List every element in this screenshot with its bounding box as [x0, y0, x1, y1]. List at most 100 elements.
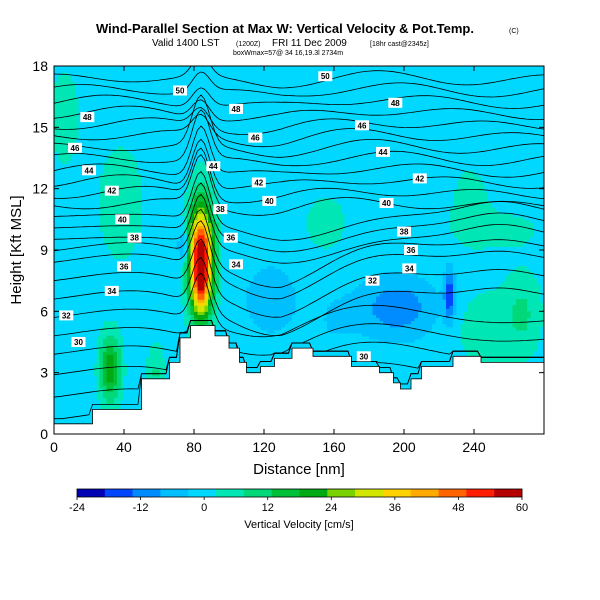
- w-cell: [99, 243, 104, 248]
- w-cell: [57, 280, 62, 285]
- w-cell: [92, 259, 97, 263]
- w-cell: [131, 81, 136, 85]
- w-cell: [68, 394, 73, 398]
- w-cell: [110, 384, 115, 389]
- w-cell: [68, 191, 73, 196]
- w-cell: [110, 363, 115, 368]
- w-cell: [117, 311, 122, 315]
- w-cell: [99, 231, 104, 236]
- w-cell: [131, 299, 136, 303]
- w-cell: [117, 87, 122, 92]
- w-cell: [61, 185, 66, 190]
- w-cell: [106, 268, 111, 273]
- w-cell: [110, 305, 115, 309]
- w-cell: [131, 326, 136, 331]
- w-cell: [134, 253, 139, 257]
- w-cell: [131, 115, 136, 119]
- w-cell: [96, 305, 101, 309]
- w-cell: [134, 381, 139, 386]
- w-cell: [103, 112, 108, 116]
- w-cell: [124, 289, 129, 294]
- w-cell: [57, 351, 62, 355]
- w-cell: [103, 299, 108, 303]
- w-cell: [75, 161, 80, 165]
- w-cell: [78, 253, 83, 257]
- w-cell: [89, 161, 94, 165]
- w-cell: [61, 391, 66, 395]
- w-cell: [61, 268, 66, 273]
- w-cell: [64, 400, 69, 404]
- w-cell: [110, 90, 115, 95]
- w-cell: [131, 286, 136, 291]
- w-cell: [117, 133, 122, 138]
- w-cell: [96, 105, 101, 110]
- w-cell: [82, 121, 87, 125]
- w-cell: [85, 308, 90, 312]
- w-cell: [124, 93, 129, 98]
- w-cell: [78, 234, 83, 239]
- w-cell: [131, 400, 136, 404]
- w-cell: [71, 210, 76, 214]
- w-cell: [106, 127, 111, 131]
- w-cell: [68, 200, 73, 205]
- w-cell: [138, 72, 143, 76]
- w-cell: [61, 200, 66, 205]
- w-cell: [117, 105, 122, 110]
- w-cell: [54, 329, 59, 334]
- w-cell: [61, 400, 66, 404]
- w-cell: [71, 326, 76, 331]
- w-cell: [82, 280, 87, 285]
- w-cell: [103, 256, 108, 260]
- w-cell: [82, 240, 87, 245]
- w-cell: [99, 78, 104, 82]
- w-cell: [57, 243, 62, 248]
- w-cell: [71, 403, 76, 407]
- w-cell: [113, 124, 118, 128]
- w-cell: [92, 299, 97, 303]
- w-cell: [120, 283, 125, 288]
- w-cell: [85, 345, 90, 349]
- w-cell: [89, 90, 94, 95]
- w-cell: [124, 112, 129, 116]
- w-cell: [68, 243, 73, 248]
- w-cell: [96, 145, 101, 150]
- w-cell: [131, 372, 136, 377]
- w-cell: [103, 308, 108, 312]
- w-cell: [71, 274, 76, 279]
- w-cell: [82, 277, 87, 282]
- w-cell: [117, 286, 122, 291]
- w-cell: [71, 173, 76, 177]
- w-cell: [61, 216, 66, 220]
- w-cell: [131, 69, 136, 73]
- w-cell: [71, 409, 76, 414]
- w-cell: [92, 274, 97, 279]
- w-cell: [85, 360, 90, 365]
- w-cell: [78, 124, 83, 128]
- w-cell: [64, 268, 69, 273]
- w-cell: [57, 299, 62, 303]
- w-cell: [124, 108, 129, 113]
- w-cell: [85, 81, 90, 85]
- w-cell: [106, 133, 111, 138]
- w-cell: [96, 286, 101, 291]
- w-cell: [68, 228, 73, 233]
- w-cell: [155, 66, 160, 70]
- w-cell: [64, 418, 69, 423]
- w-cell: [134, 354, 139, 358]
- w-cell: [117, 108, 122, 113]
- w-cell: [92, 286, 97, 291]
- w-cell: [61, 326, 66, 331]
- w-cell: [57, 185, 62, 190]
- w-cell: [124, 335, 129, 340]
- w-cell: [120, 292, 125, 297]
- w-cell: [89, 78, 94, 82]
- w-cell: [106, 394, 111, 398]
- w-cell: [54, 210, 59, 214]
- w-cell: [57, 357, 62, 361]
- w-cell: [64, 210, 69, 214]
- w-cell: [117, 351, 122, 355]
- w-cell: [103, 81, 108, 85]
- w-cell: [54, 397, 59, 401]
- w-cell: [75, 240, 80, 245]
- w-cell: [110, 342, 115, 346]
